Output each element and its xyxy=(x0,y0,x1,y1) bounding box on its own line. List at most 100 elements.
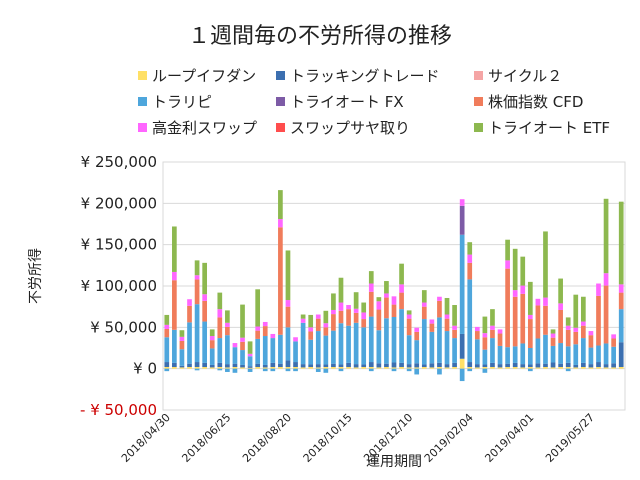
bar-segment xyxy=(421,306,427,320)
bar-segment xyxy=(368,362,374,368)
bar-segment xyxy=(550,345,556,363)
bar-segment xyxy=(179,330,185,337)
bar-segment xyxy=(368,291,374,317)
bar-segment xyxy=(194,275,200,280)
bar-segment xyxy=(618,201,624,285)
bar-segment xyxy=(293,362,298,368)
bar-segment xyxy=(573,364,579,368)
bar-segment xyxy=(376,367,382,369)
bar-segment xyxy=(603,285,609,344)
bar-segment xyxy=(376,309,382,331)
bar-segment xyxy=(391,296,397,305)
bar-segment xyxy=(603,343,609,365)
bar-segment xyxy=(368,283,374,292)
bar-segment xyxy=(467,279,473,363)
bar-segment xyxy=(331,314,336,331)
bar-segment xyxy=(308,367,314,369)
bar-segment xyxy=(172,329,177,363)
bar-segment xyxy=(414,327,420,332)
bar-segment xyxy=(247,367,253,369)
bar-segment xyxy=(527,367,533,369)
bar-segment xyxy=(270,338,276,363)
bar-segment xyxy=(444,364,450,368)
bar-segment xyxy=(353,308,359,313)
bar-segment xyxy=(202,262,208,295)
bar-segment xyxy=(482,367,488,369)
bar-segment xyxy=(247,341,253,354)
bar-segment xyxy=(618,342,624,368)
bar-segment xyxy=(293,337,298,342)
bar-segment xyxy=(573,344,579,365)
legend-label: トラリピ xyxy=(152,92,213,111)
bar-segment xyxy=(270,367,276,369)
bar-segment xyxy=(232,343,238,348)
legend-label: 高金利スワップ xyxy=(152,118,258,137)
bar-segment xyxy=(490,362,495,368)
bar-segment xyxy=(444,367,450,369)
bar-segment xyxy=(308,314,314,328)
legend-item: 高金利スワップ xyxy=(138,116,257,138)
bar-segment xyxy=(565,325,571,330)
bar-segment xyxy=(391,317,397,363)
bar-segment xyxy=(179,365,185,368)
bar-segment xyxy=(194,279,200,305)
bar-segment xyxy=(240,337,245,342)
bar-segment xyxy=(444,297,450,315)
bar-segment xyxy=(164,362,170,368)
bar-segment xyxy=(565,329,571,347)
bar-segment xyxy=(535,367,541,369)
y-tick-label: ¥ 150,000 xyxy=(81,236,157,254)
legend-swatch xyxy=(276,70,285,80)
bar-segment xyxy=(255,338,261,364)
bar-segment xyxy=(172,367,177,369)
bar-segment xyxy=(308,339,314,365)
x-tick-label: 2018/06/25 xyxy=(179,411,233,465)
bar-segment xyxy=(376,330,382,364)
legend-item: ループイフダン xyxy=(138,64,256,86)
bar-segment xyxy=(308,331,314,340)
bar-segment xyxy=(217,362,223,368)
bar-segment xyxy=(308,327,314,332)
bar-segment xyxy=(505,363,510,368)
bar-segment xyxy=(406,318,412,336)
bar-segment xyxy=(255,326,261,331)
bar-segment xyxy=(232,368,238,373)
legend-label: トライオート ETF xyxy=(488,118,611,137)
bar-segment xyxy=(194,362,200,368)
bar-segment xyxy=(565,317,571,326)
bar-segment xyxy=(414,331,420,341)
bar-segment xyxy=(331,330,336,364)
bar-segment xyxy=(467,368,473,372)
bar-segment xyxy=(240,364,245,368)
bar-segment xyxy=(225,335,230,365)
bar-segment xyxy=(414,340,420,364)
bar-segment xyxy=(240,350,245,365)
bar-segment xyxy=(278,363,283,368)
bar-segment xyxy=(323,327,329,336)
bar-segment xyxy=(490,329,495,339)
bar-segment xyxy=(300,367,306,369)
legend-item: サイクル２ xyxy=(474,64,562,86)
bar-segment xyxy=(452,338,457,363)
bar-segment xyxy=(270,333,276,339)
bar-segment xyxy=(217,309,223,318)
bar-segment xyxy=(179,336,185,341)
bar-segment xyxy=(361,367,367,369)
bar-segment xyxy=(421,319,427,365)
bar-segment xyxy=(565,362,571,368)
bar-segment xyxy=(194,260,200,276)
bar-segment xyxy=(262,368,268,372)
x-tick-label: 2019/04/01 xyxy=(482,411,536,465)
bar-segment xyxy=(573,294,579,328)
bar-segment xyxy=(255,330,261,339)
bar-segment xyxy=(565,346,571,363)
bar-segment xyxy=(225,310,230,323)
bar-segment xyxy=(474,339,480,365)
bar-segment xyxy=(217,292,223,310)
bar-segment xyxy=(406,310,412,315)
bar-segment xyxy=(512,362,518,368)
bar-segment xyxy=(225,326,230,336)
bar-segment xyxy=(232,347,238,364)
bar-segment xyxy=(300,322,306,365)
bar-segment xyxy=(172,226,177,272)
